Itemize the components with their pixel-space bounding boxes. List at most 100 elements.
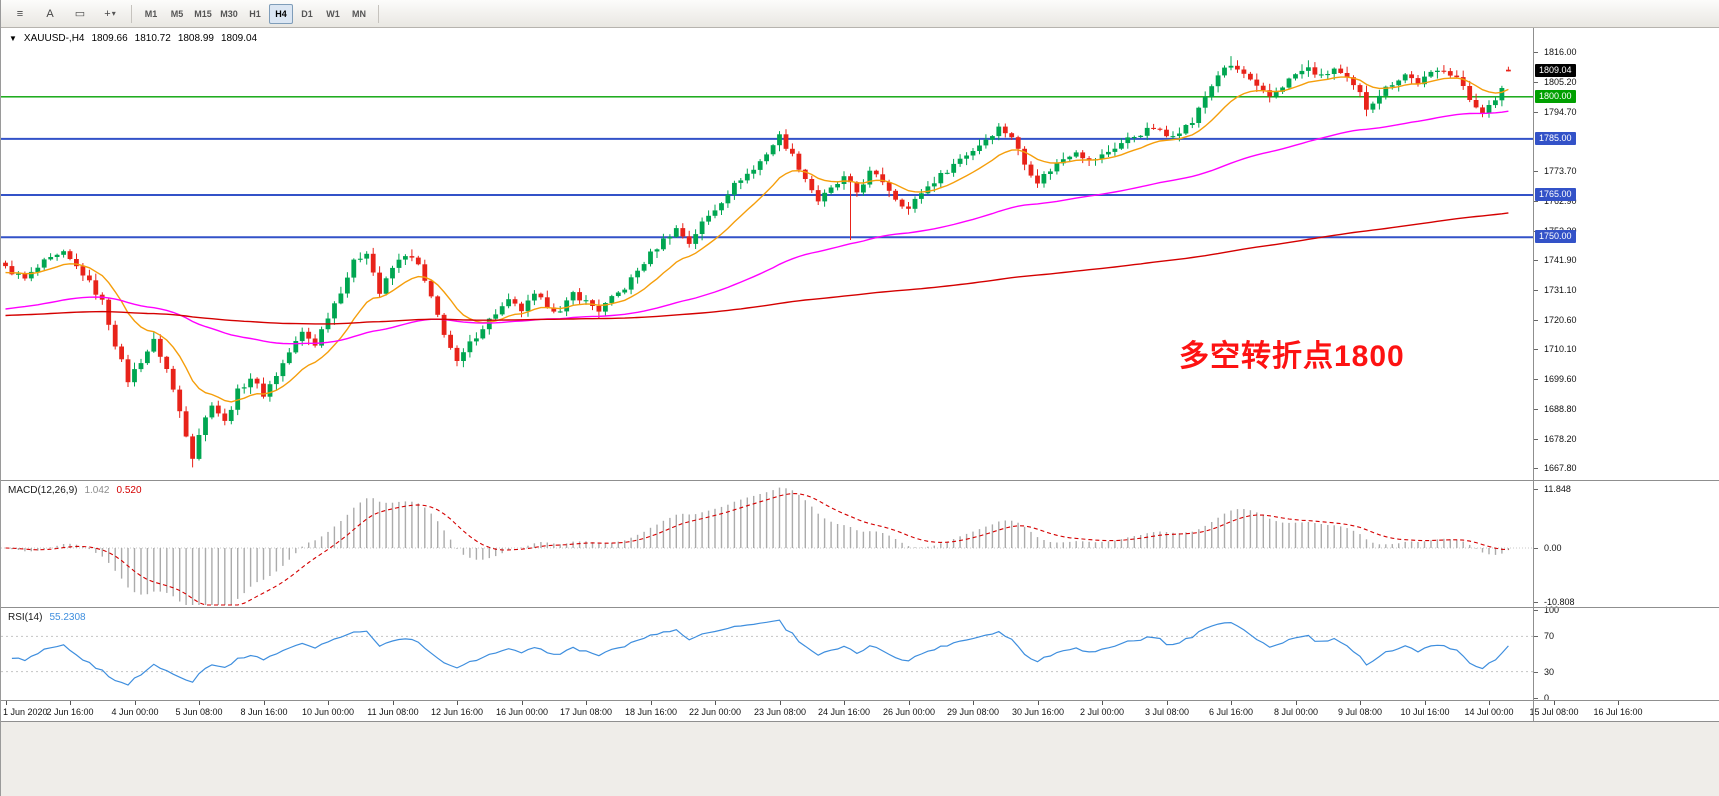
scale-value-label: 1688.80: [1544, 403, 1577, 414]
time-tick: [70, 701, 71, 705]
time-tick: [6, 701, 7, 705]
scale-tick: [1534, 378, 1538, 380]
scale-tick: [1534, 111, 1538, 113]
price-scale[interactable]: 1816.001805.201794.701773.701762.901752.…: [1534, 28, 1719, 480]
time-axis-label: 18 Jun 16:00: [624, 707, 678, 717]
scale-value-label: 1667.80: [1544, 462, 1577, 473]
time-axis-label: 24 Jun 16:00: [817, 707, 871, 717]
pane-separator[interactable]: [1, 480, 1719, 481]
time-axis-label: 4 Jun 00:00: [111, 707, 159, 717]
rsi-indicator-label: RSI(14) 55.2308: [8, 612, 86, 623]
scale-value-label: 1731.10: [1544, 285, 1577, 296]
scale-value-label: 1741.90: [1544, 254, 1577, 265]
time-tick: [1618, 701, 1619, 705]
time-axis-label: 10 Jun 00:00: [301, 707, 355, 717]
time-axis-label: 15 Jul 08:00: [1529, 707, 1579, 717]
time-tick: [715, 701, 716, 705]
ohlc-open: 1809.66: [91, 33, 128, 44]
macd-indicator-label: MACD(12,26,9) 1.042 0.520: [8, 485, 142, 496]
toolbar: ≡ A ▭ + ▾ M1 M5 M15 M30 H1 H4 D1 W1 MN: [1, 0, 1719, 28]
timeframe-m30-button[interactable]: M30: [220, 8, 238, 19]
time-tick: [1102, 701, 1103, 705]
scale-tick: [1534, 170, 1538, 172]
scale-tick: [1534, 467, 1538, 469]
time-tick: [973, 701, 974, 705]
bottom-filler: [1, 722, 1719, 796]
crosshair-icon: +: [104, 7, 111, 20]
macd-name: MACD(12,26,9): [8, 485, 78, 496]
time-axis-label: 14 Jul 00:00: [1464, 707, 1514, 717]
pane-separator[interactable]: [1, 607, 1719, 608]
time-axis-label: 5 Jun 08:00: [175, 707, 223, 717]
text-label-icon: A: [46, 7, 54, 20]
symbol-dropdown-icon[interactable]: ▼: [9, 34, 17, 43]
macd-scale[interactable]: 11.848 0.00 -10.808: [1534, 481, 1719, 607]
scale-value-label: 1699.60: [1544, 373, 1577, 384]
time-axis-label: 8 Jul 00:00: [1273, 707, 1319, 717]
time-tick: [844, 701, 845, 705]
scale-tick: [1534, 602, 1538, 604]
time-tick: [393, 701, 394, 705]
symbol-name: XAUUSD-,H4: [23, 33, 85, 44]
scale-value-label: 1773.70: [1544, 165, 1577, 176]
toolbar-divider: [378, 4, 379, 23]
time-tick: [1425, 701, 1426, 705]
time-axis-label: 2 Jul 00:00: [1079, 707, 1125, 717]
scale-tick: [1534, 349, 1538, 351]
time-tick: [909, 701, 910, 705]
objects-button[interactable]: ▭: [66, 3, 94, 25]
time-axis-label: 6 Jul 16:00: [1208, 707, 1254, 717]
scale-tick: [1534, 259, 1538, 261]
scale-tick: [1534, 671, 1538, 673]
scale-value-label: 100: [1544, 605, 1560, 615]
scale-value-label: 0.00: [1544, 543, 1562, 553]
scale-tick: [1534, 408, 1538, 410]
time-axis-label: 17 Jun 08:00: [559, 707, 613, 717]
chart-bar-icon[interactable]: ≡: [6, 3, 34, 25]
ohlc-low: 1808.99: [177, 33, 214, 44]
timeframe-m5-button[interactable]: M5: [170, 8, 184, 19]
time-tick: [1038, 701, 1039, 705]
objects-icon: ▭: [74, 8, 86, 20]
price-chart-pane[interactable]: [1, 28, 1533, 480]
time-tick: [1554, 701, 1555, 705]
time-tick: [1489, 701, 1490, 705]
time-axis-label: 29 Jun 08:00: [946, 707, 1000, 717]
pane-separator[interactable]: [1, 700, 1719, 701]
rsi-value: 55.2308: [49, 612, 86, 623]
time-tick: [199, 701, 200, 705]
rsi-pane[interactable]: [1, 608, 1533, 700]
timeframe-mn-button[interactable]: MN: [352, 8, 366, 19]
toolbar-divider: [131, 4, 132, 23]
timeframe-w1-button[interactable]: W1: [326, 8, 340, 19]
timeframe-m1-button[interactable]: M1: [144, 8, 158, 19]
time-tick: [586, 701, 587, 705]
scale-tick: [1534, 51, 1538, 53]
time-tick: [264, 701, 265, 705]
scale-value-label: 0: [1544, 693, 1550, 703]
scale-value-label: 1794.70: [1544, 106, 1577, 117]
ohlc-readout: ▼ XAUUSD-,H4 1809.66 1810.72 1808.99 180…: [9, 33, 257, 44]
macd-pane[interactable]: [1, 481, 1533, 607]
timeframe-m15-button[interactable]: M15: [194, 8, 212, 19]
time-tick: [1231, 701, 1232, 705]
price-level-badge: 1750.00: [1535, 230, 1576, 244]
time-tick: [780, 701, 781, 705]
rsi-scale[interactable]: 100 70 30 0: [1534, 605, 1719, 703]
timeframe-h4-button[interactable]: H4: [269, 3, 293, 24]
text-label-button[interactable]: A: [36, 3, 64, 25]
time-tick: [135, 701, 136, 705]
scale-value-label: 11.848: [1544, 483, 1571, 494]
ohlc-close: 1809.04: [220, 33, 258, 44]
scale-value-label: 1720.60: [1544, 314, 1577, 325]
time-axis-label: 26 Jun 00:00: [882, 707, 936, 717]
time-tick: [1167, 701, 1168, 705]
chevron-down-icon: ▾: [111, 9, 116, 18]
scale-tick: [1534, 548, 1538, 549]
timeframe-h1-button[interactable]: H1: [249, 8, 261, 19]
timeframe-d1-button[interactable]: D1: [301, 8, 313, 19]
crosshair-button[interactable]: + ▾: [96, 3, 124, 25]
time-axis[interactable]: 1 Jun 2020 2 Jun 16:00 4 Jun 00:00 5 Jun 08…: [1, 701, 1719, 721]
price-level-badge: 1765.00: [1535, 188, 1576, 202]
